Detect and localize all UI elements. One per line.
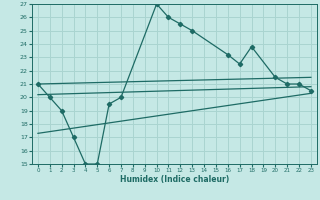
X-axis label: Humidex (Indice chaleur): Humidex (Indice chaleur)	[120, 175, 229, 184]
